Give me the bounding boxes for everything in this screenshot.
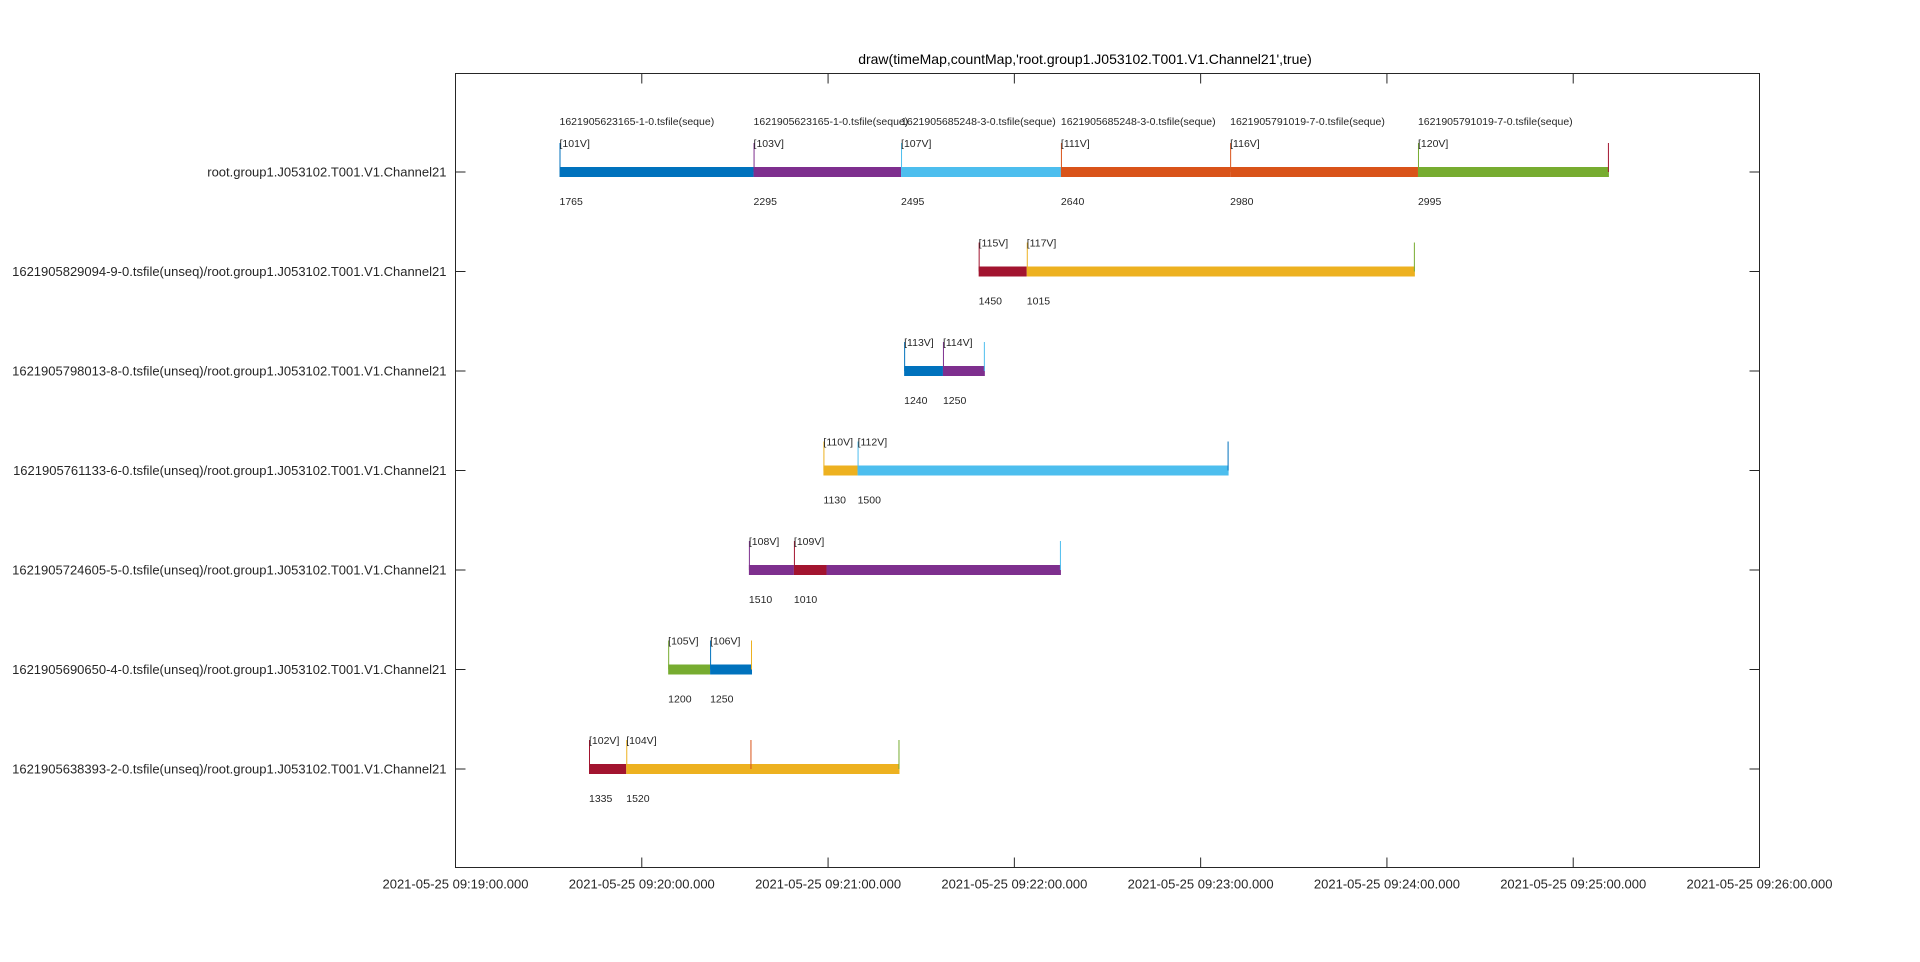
- segment-count-label: 1450: [979, 296, 1003, 308]
- segment-version-label: [101V]: [560, 138, 590, 150]
- segment-file-label: 1621905623165-1-0.tsfile(seque): [754, 116, 909, 128]
- x-tick-label: 2021-05-25 09:23:00.000: [1128, 877, 1274, 892]
- x-axis: 2021-05-25 09:19:00.000 2021-05-25 09:20:…: [382, 73, 1833, 892]
- segment-version-label: [108V]: [749, 536, 779, 548]
- timeline-segment: [942, 366, 985, 376]
- segment-count-label: 2995: [1418, 196, 1442, 208]
- segment-version-label: [110V]: [823, 437, 853, 449]
- row-label: 1621905690650-4-0.tsfile(unseq)/root.gro…: [12, 662, 446, 677]
- segment-count-label: 1010: [794, 594, 818, 606]
- segment-count-label: 1200: [668, 694, 692, 706]
- row-label: 1621905724605-5-0.tsfile(unseq)/root.gro…: [12, 563, 446, 578]
- timeline-row: 1621905690650-4-0.tsfile(unseq)/root.gro…: [12, 636, 1760, 706]
- chart-title: draw(timeMap,countMap,'root.group1.J0531…: [858, 51, 1312, 67]
- segment-version-label: [111V]: [1061, 138, 1090, 150]
- x-tick-label: 2021-05-25 09:24:00.000: [1314, 877, 1460, 892]
- segment-file-label: 1621905685248-3-0.tsfile(seque): [1061, 116, 1216, 128]
- timeline-row: root.group1.J053102.T001.V1.Channel21 [10…: [207, 116, 1760, 208]
- segment-version-label: [115V]: [979, 238, 1009, 250]
- segment-count-label: 1250: [710, 694, 734, 706]
- segment-version-label: [109V]: [794, 536, 824, 548]
- segment-version-label: [107V]: [901, 138, 931, 150]
- segment-count-label: 2495: [901, 196, 925, 208]
- timeline-segment: [978, 266, 1027, 277]
- segment-count-label: 1510: [749, 594, 773, 606]
- x-tick-label: 2021-05-25 09:21:00.000: [755, 877, 901, 892]
- timeline-rows: root.group1.J053102.T001.V1.Channel21 [10…: [12, 116, 1760, 805]
- segment-count-label: 1765: [560, 196, 584, 208]
- timeline-segment: [793, 565, 827, 575]
- timeline-segment: [668, 664, 711, 675]
- timeline-segment: [1026, 266, 1415, 277]
- segment-count-label: 1335: [589, 793, 613, 805]
- timeline-segment: [1417, 167, 1609, 177]
- timeline-segment: [753, 167, 902, 177]
- segment-version-label: [116V]: [1230, 138, 1260, 150]
- timeline-row: 1621905724605-5-0.tsfile(unseq)/root.gro…: [12, 536, 1760, 606]
- timeline-row: 1621905829094-9-0.tsfile(unseq)/root.gro…: [12, 238, 1760, 308]
- timeline-segment: [748, 565, 794, 575]
- timeline-segment: [589, 764, 627, 774]
- segment-count-label: 2295: [754, 196, 778, 208]
- x-tick-label: 2021-05-25 09:25:00.000: [1500, 877, 1646, 892]
- segment-file-label: 1621905791019-7-0.tsfile(seque): [1230, 116, 1385, 128]
- segment-version-label: [117V]: [1027, 238, 1057, 250]
- segment-file-label: 1621905623165-1-0.tsfile(seque): [560, 116, 715, 128]
- segment-version-label: [105V]: [668, 636, 698, 648]
- timeline-segment: [1230, 167, 1418, 177]
- timeline-segment: [626, 764, 900, 774]
- x-tick-label: 2021-05-25 09:19:00.000: [382, 877, 528, 892]
- segment-count-label: 2640: [1061, 196, 1085, 208]
- x-tick-label: 2021-05-25 09:20:00.000: [569, 877, 715, 892]
- segment-count-label: 1500: [858, 495, 882, 507]
- timeline-segment: [826, 565, 1061, 575]
- timeline-segment: [1060, 167, 1231, 177]
- timeline-segment: [823, 465, 858, 476]
- segment-count-label: 1130: [823, 495, 846, 507]
- x-tick-label: 2021-05-25 09:26:00.000: [1686, 877, 1832, 892]
- segment-version-label: [106V]: [710, 636, 740, 648]
- timeline-segment: [904, 366, 943, 376]
- segment-count-label: 1520: [626, 793, 650, 805]
- row-label: 1621905761133-6-0.tsfile(unseq)/root.gro…: [13, 463, 446, 478]
- segment-count-label: 1250: [943, 395, 967, 407]
- segment-version-label: [112V]: [858, 437, 888, 449]
- segment-version-label: [114V]: [943, 337, 973, 349]
- timeline-row: 1621905798013-8-0.tsfile(unseq)/root.gro…: [12, 337, 1760, 407]
- segment-count-label: 2980: [1230, 196, 1254, 208]
- x-tick-label: 2021-05-25 09:22:00.000: [941, 877, 1087, 892]
- segment-count-label: 1015: [1027, 296, 1051, 308]
- row-label: 1621905638393-2-0.tsfile(unseq)/root.gro…: [12, 762, 446, 777]
- segment-version-label: [103V]: [754, 138, 784, 150]
- timeline-row: 1621905761133-6-0.tsfile(unseq)/root.gro…: [13, 437, 1760, 507]
- segment-file-label: 1621905791019-7-0.tsfile(seque): [1418, 116, 1573, 128]
- timeline-row: 1621905638393-2-0.tsfile(unseq)/root.gro…: [12, 735, 1760, 805]
- timeline-segment: [710, 664, 753, 675]
- segment-count-label: 1240: [904, 395, 928, 407]
- timeline-segment: [559, 167, 754, 177]
- segment-version-label: [104V]: [626, 735, 656, 747]
- segment-version-label: [113V]: [904, 337, 934, 349]
- segment-version-label: [102V]: [589, 735, 619, 747]
- timeline-segment: [857, 465, 1229, 476]
- timeline-segment: [901, 167, 1061, 177]
- segment-file-label: 1621905685248-3-0.tsfile(seque): [901, 116, 1056, 128]
- row-label: 1621905798013-8-0.tsfile(unseq)/root.gro…: [12, 364, 446, 379]
- row-label: 1621905829094-9-0.tsfile(unseq)/root.gro…: [12, 264, 446, 279]
- row-label: root.group1.J053102.T001.V1.Channel21: [207, 165, 446, 180]
- segment-version-label: [120V]: [1418, 138, 1448, 150]
